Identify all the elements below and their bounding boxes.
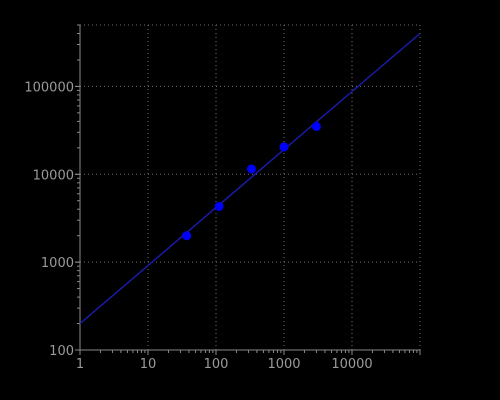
x-tick-label: 100 xyxy=(204,357,229,372)
data-point xyxy=(311,121,321,131)
y-tick-label: 10000 xyxy=(33,168,74,183)
x-tick-label: 1 xyxy=(76,357,84,372)
fit-line-layer xyxy=(79,32,421,325)
fit-line xyxy=(79,32,421,325)
axes xyxy=(75,24,421,355)
y-tick-label: 100000 xyxy=(24,80,74,95)
x-tick-label: 10 xyxy=(140,357,157,372)
data-point xyxy=(182,231,192,241)
data-point xyxy=(214,201,224,211)
y-tick-label: 100 xyxy=(49,344,74,359)
data-point xyxy=(279,142,289,152)
tick-labels: 1 10 100 1000 10000 100 1000 10000 100000 xyxy=(24,80,372,372)
x-tick-label: 1000 xyxy=(267,357,300,372)
data-points xyxy=(182,121,321,241)
grid xyxy=(80,24,421,350)
y-tick-label: 1000 xyxy=(41,256,74,271)
x-tick-label: 10000 xyxy=(331,357,372,372)
data-point xyxy=(247,164,257,174)
